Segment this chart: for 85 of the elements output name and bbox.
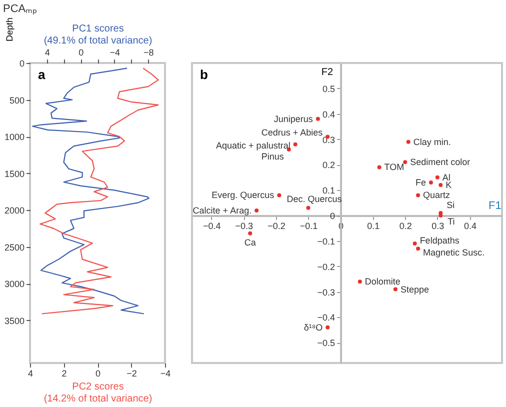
x-tick-label: −0.4 xyxy=(202,221,221,232)
y-tick-label: −0.3 xyxy=(317,287,336,298)
annotation: Steppe xyxy=(400,284,429,294)
y-tick-label: −0.1 xyxy=(317,236,336,246)
y-axis-title: Depth xyxy=(4,17,14,42)
annotation: Fe xyxy=(415,177,426,188)
point xyxy=(403,160,408,164)
x-tick-label: −0.2 xyxy=(268,221,286,232)
annotation: Ca xyxy=(244,237,256,248)
x-tick-label: 0.4 xyxy=(464,221,476,232)
x-tick-label: −2 xyxy=(126,368,137,378)
x-axis-title: PC2 scores (14.2% of total variance) xyxy=(44,382,152,404)
y-tick-label: 0 xyxy=(330,211,336,222)
annotation: Quartz xyxy=(423,190,451,200)
y-tick-label: 0.4 xyxy=(322,109,336,120)
y-tick-label: 0.5 xyxy=(322,84,336,94)
y-tick-label: −0.4 xyxy=(317,312,336,323)
point xyxy=(438,183,443,188)
point xyxy=(326,325,330,330)
point xyxy=(416,193,420,198)
point xyxy=(377,165,382,170)
annotation: TOM xyxy=(384,162,404,172)
y-tick-label: 1000 xyxy=(4,132,24,142)
y-tick-label: 0 xyxy=(19,58,24,68)
chart-title: PCAₘₚ xyxy=(2,2,37,15)
x2-tick-label: −8 xyxy=(143,48,154,58)
y-tick-label: −0.2 xyxy=(317,262,336,272)
point xyxy=(316,116,320,121)
x-tick-label: 0.2 xyxy=(399,221,412,232)
point xyxy=(277,193,282,198)
x-tick-label: 4 xyxy=(28,368,34,378)
point xyxy=(393,287,398,292)
point xyxy=(406,140,410,144)
point xyxy=(254,208,259,212)
x2-axis-title: PC1 scores (49.1% of total variance) xyxy=(44,24,152,46)
y-tick-label: 500 xyxy=(9,95,24,106)
annotation: Aquatic + palustral xyxy=(216,140,290,150)
point xyxy=(416,246,420,251)
point xyxy=(428,180,433,184)
annotation: b xyxy=(200,67,208,82)
x-tick-label: −0.1 xyxy=(300,221,318,232)
y-tick-label: 0.1 xyxy=(322,186,336,196)
point xyxy=(438,214,443,218)
x-tick-label: 0.1 xyxy=(367,221,380,232)
annotation: Everg. Quercus xyxy=(212,190,275,200)
y-tick-label: 1500 xyxy=(4,168,24,179)
annotation: Al xyxy=(442,172,450,182)
y-tick-label: 2500 xyxy=(4,242,24,252)
annotation: Clay min. xyxy=(413,136,451,147)
point xyxy=(248,231,252,236)
point xyxy=(358,280,362,284)
x-tick-label: 0.3 xyxy=(432,221,444,232)
y-tick-label: 2000 xyxy=(4,206,24,216)
y-axis-title: F2 xyxy=(321,66,334,78)
y-tick-label: 3500 xyxy=(4,316,24,326)
annotation: Magnetic Susc. xyxy=(423,248,485,258)
x-tick-label: −4 xyxy=(160,368,171,378)
x-tick-label: 2 xyxy=(62,368,67,378)
annotation: Ti xyxy=(448,216,455,227)
annotation: Feldpaths xyxy=(420,236,460,246)
x2-tick-label: 4 xyxy=(44,48,50,58)
annotation: Pinus xyxy=(261,151,284,162)
annotation: δ¹⁸O xyxy=(304,322,323,332)
point xyxy=(412,242,417,246)
y-tick-label: −0.5 xyxy=(317,338,336,348)
x2-tick-label: −4 xyxy=(110,48,120,58)
annotation: Dolomite xyxy=(364,276,400,287)
annotation: Dec. Quercus xyxy=(286,194,342,204)
x-tick-label: −0.3 xyxy=(235,221,254,232)
x-tick-label: 0 xyxy=(95,368,101,378)
y-tick-label: 0.3 xyxy=(322,134,336,145)
annotation: Sediment color xyxy=(410,157,470,168)
point xyxy=(306,206,310,210)
y-tick-label: 0.2 xyxy=(322,160,336,170)
annotation: K xyxy=(446,180,452,190)
annotation: Calcite + Arag. xyxy=(192,205,252,216)
annotation: Juniperus xyxy=(274,114,314,124)
annotation: Si xyxy=(446,200,455,210)
x-axis-title: F1 xyxy=(488,200,502,212)
x2-tick-label: 0 xyxy=(78,48,84,58)
point xyxy=(435,175,440,180)
annotation: a xyxy=(38,67,46,82)
y-tick-label: 3000 xyxy=(4,279,24,290)
annotation: Cedrus + Abies xyxy=(261,128,324,138)
point xyxy=(293,142,298,146)
